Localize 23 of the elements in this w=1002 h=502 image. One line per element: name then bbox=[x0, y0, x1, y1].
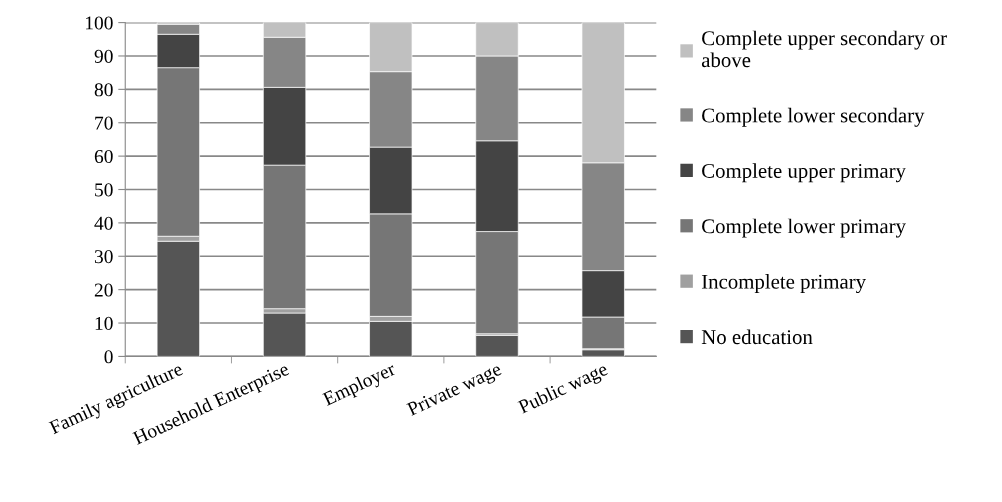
legend-label: Complete upper primary bbox=[702, 163, 906, 183]
legend-label: Complete upper secondary or above bbox=[701, 30, 947, 68]
legend-label: Incomplete primary bbox=[701, 274, 866, 294]
y-tick-label: 20 bbox=[94, 283, 113, 297]
y-tick-label: 80 bbox=[94, 83, 113, 97]
y-tick-label: 70 bbox=[95, 116, 113, 130]
y-tick-label: 0 bbox=[104, 350, 113, 364]
y-tick-label: 60 bbox=[94, 149, 113, 164]
bar bbox=[475, 335, 519, 357]
y-tick-label: 40 bbox=[94, 216, 113, 230]
legend-label: Complete lower secondary bbox=[702, 107, 925, 127]
y-tick-label: 10 bbox=[95, 316, 113, 330]
y-tick-label: 30 bbox=[94, 250, 113, 264]
y-tick-label: 100 bbox=[85, 16, 113, 30]
x-tick-label: Public wage bbox=[517, 361, 611, 418]
y-tick-label: 50 bbox=[95, 183, 113, 197]
legend-label: Complete lower primary bbox=[702, 218, 906, 238]
bar bbox=[262, 312, 307, 357]
legend-label: No education bbox=[701, 329, 813, 345]
y-tick-label: 90 bbox=[94, 49, 113, 63]
x-tick-label: Private wage bbox=[406, 362, 504, 420]
bar bbox=[156, 240, 200, 357]
bar bbox=[369, 321, 413, 357]
